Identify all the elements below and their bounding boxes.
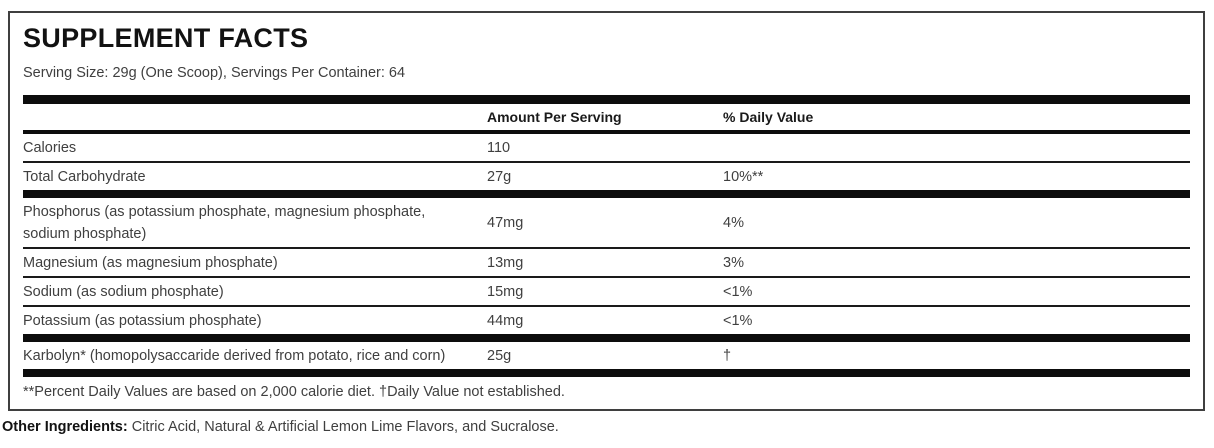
panel-title: SUPPLEMENT FACTS xyxy=(23,23,309,53)
daily-value: 3% xyxy=(723,254,744,271)
other-ingredients-label: Other Ingredients: xyxy=(2,419,128,435)
supplement-facts-panel: SUPPLEMENT FACTS Serving Size: 29g (One … xyxy=(8,11,1205,411)
daily-value: 10%** xyxy=(723,168,764,185)
nutrient-name: Calories xyxy=(23,139,77,156)
daily-value: <1% xyxy=(723,283,753,300)
divider-bar xyxy=(23,369,1190,377)
table-row-sodium: Sodium (as sodium phosphate) 15mg <1% xyxy=(23,278,1190,307)
daily-value-footnote: **Percent Daily Values are based on 2,00… xyxy=(23,384,565,400)
table-row-calories: Calories 110 xyxy=(23,134,1190,163)
serving-info: Serving Size: 29g (One Scoop), Servings … xyxy=(23,65,406,81)
nutrient-name: Magnesium (as magnesium phosphate) xyxy=(23,254,278,271)
table-row-karbolyn: Karbolyn* (homopolysaccaride derived fro… xyxy=(23,342,1190,369)
table-row-phosphorus: Phosphorus (as potassium phosphate, magn… xyxy=(23,198,1190,249)
divider-bar xyxy=(23,334,1190,342)
amount-value: 25g xyxy=(487,347,512,364)
divider-bar xyxy=(23,190,1190,198)
table-row-potassium: Potassium (as potassium phosphate) 44mg … xyxy=(23,307,1190,334)
nutrient-name: Phosphorus (as potassium phosphate, magn… xyxy=(23,203,426,242)
table-row-magnesium: Magnesium (as magnesium phosphate) 13mg … xyxy=(23,249,1190,278)
nutrient-name: Potassium (as potassium phosphate) xyxy=(23,312,262,329)
nutrient-name: Sodium (as sodium phosphate) xyxy=(23,283,224,300)
table-row-total-carbohydrate: Total Carbohydrate 27g 10%** xyxy=(23,163,1190,190)
amount-value: 44mg xyxy=(487,312,524,329)
header-amount-per-serving: Amount Per Serving xyxy=(487,109,622,125)
daily-value: † xyxy=(723,347,732,364)
daily-value: <1% xyxy=(723,312,753,329)
nutrient-name: Total Carbohydrate xyxy=(23,168,146,185)
nutrient-name: Karbolyn* (homopolysaccaride derived fro… xyxy=(23,347,446,364)
header-daily-value: % Daily Value xyxy=(723,109,814,125)
amount-value: 27g xyxy=(487,168,512,185)
daily-value: 4% xyxy=(723,214,744,231)
other-ingredients-text: Citric Acid, Natural & Artificial Lemon … xyxy=(127,419,559,435)
table-header-row: Amount Per Serving % Daily Value xyxy=(23,104,1190,134)
amount-value: 13mg xyxy=(487,254,524,271)
other-ingredients-line: Other Ingredients: Citric Acid, Natural … xyxy=(2,419,559,436)
divider-bar-top xyxy=(23,95,1190,104)
amount-value: 110 xyxy=(487,139,511,156)
amount-value: 47mg xyxy=(487,214,524,231)
amount-value: 15mg xyxy=(487,283,524,300)
